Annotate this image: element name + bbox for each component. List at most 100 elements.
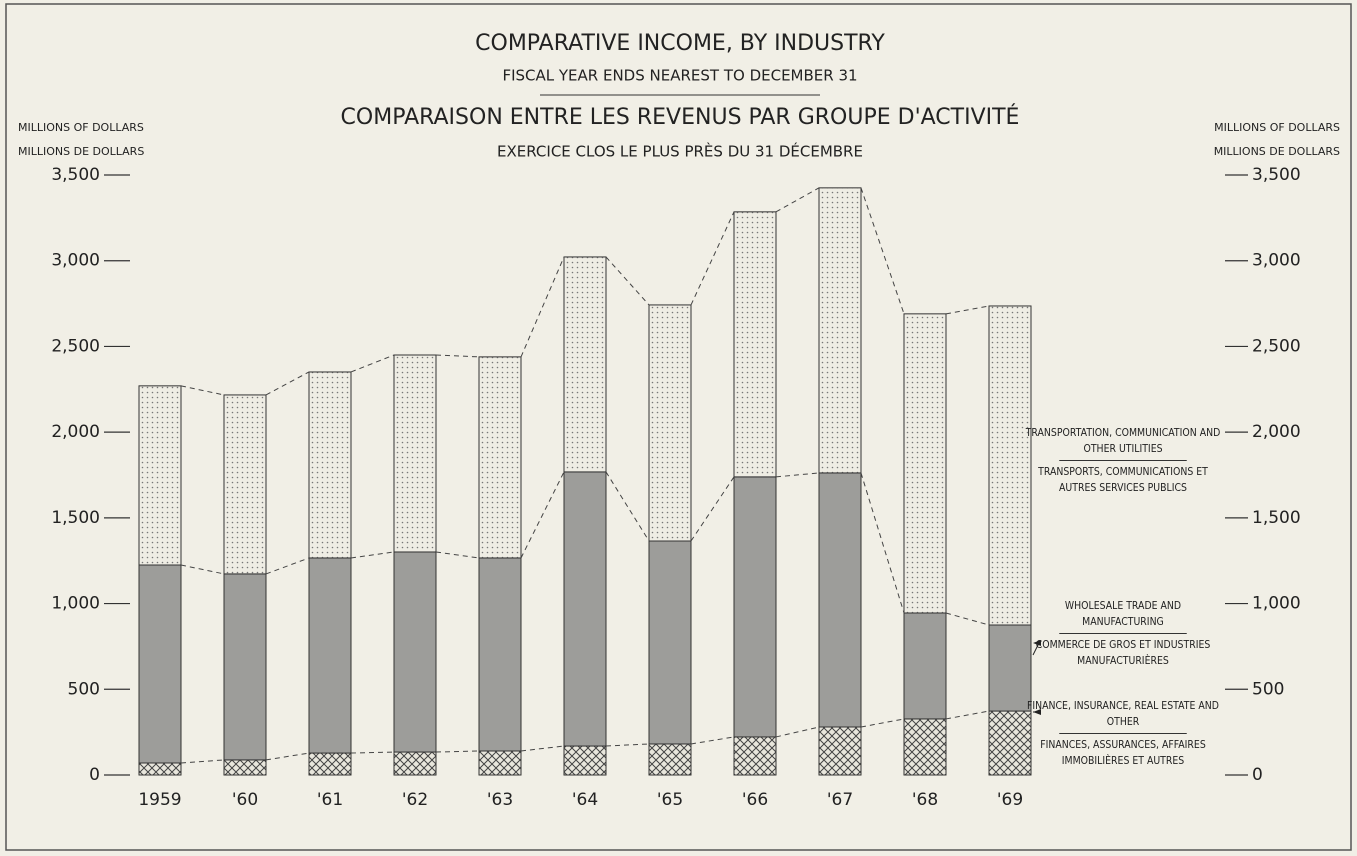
chart-subtitle: FISCAL YEAR ENDS NEAREST TO DECEMBER 31 [502,67,857,85]
legend-label: TRANSPORTATION, COMMUNICATION AND OTHER … [1025,426,1221,455]
y2-tick-label: 0 [1252,765,1263,785]
bar-segment [478,750,522,776]
y-tick-label: 2,000 [51,422,100,442]
frame [5,3,1352,851]
y2-tick-label: 1,500 [1252,508,1301,528]
chart-subtitle-fr: EXERCICE CLOS LE PLUS PRÈS DU 31 DÉCEMBR… [497,142,863,161]
bar-segment [138,385,182,566]
bar-segment [223,573,267,761]
x-tick-label: '69 [997,790,1023,810]
connector [690,211,735,306]
y2-tick-label: 2,500 [1252,336,1301,356]
legend-entry: FINANCE, INSURANCE, REAL ESTATE AND OTHE… [1025,698,1221,769]
bar-segment [563,745,607,776]
connector [180,564,225,575]
connector [860,718,905,728]
connector [775,472,820,478]
y2-tick-label: 3,000 [1252,251,1301,271]
x-tick-label: '63 [487,790,513,810]
connector [520,256,565,358]
x-tick-label: '66 [742,790,768,810]
x-tick-label: '60 [232,790,258,810]
connector [435,354,480,358]
bar-segment [223,394,267,575]
bar-segment [818,726,862,776]
bar-segment [563,256,607,473]
bar-segment [563,471,607,747]
x-tick-label: '64 [572,790,598,810]
bar-segment [818,472,862,728]
connector [945,305,990,315]
bar-segment [903,718,947,776]
bar-segment [393,354,437,553]
connector [775,187,820,213]
connector [690,736,735,745]
connector [775,726,820,738]
connector [265,557,310,575]
connector [435,551,480,559]
bar-segment [903,313,947,614]
connector [860,187,905,315]
legend-label: WHOLESALE TRADE AND MANUFACTURING [1064,599,1182,628]
bar-segment [648,743,692,776]
connector [350,354,395,373]
legend-arrowhead [1033,709,1041,715]
y-tick-label: 0 [89,765,100,785]
connector [605,471,650,542]
legend-entry: WHOLESALE TRADE AND MANUFACTURING COMMERC… [1025,598,1221,669]
legend-label-fr: COMMERCE DE GROS ET INDUSTRIES MANUFACTU… [1035,638,1211,667]
bar-segment [138,762,182,776]
connector [520,745,565,752]
bar-segment [308,371,352,559]
bar-segment [648,304,692,542]
y-tick-label: 1,000 [51,594,100,614]
y-tick-label: 1,500 [51,508,100,528]
bar-segment [988,624,1032,712]
y-axis-label: MILLIONS DE DOLLARS [18,145,144,158]
y-tick-label: 500 [68,679,100,699]
connector [350,551,395,559]
bar-segment [138,564,182,764]
connector [945,710,990,720]
bar-segment [733,736,777,776]
connector [265,371,310,396]
x-tick-label: 1959 [138,790,181,810]
legend-rule [1059,460,1187,461]
legend-entry: TRANSPORTATION, COMMUNICATION AND OTHER … [1025,425,1221,496]
connector [180,385,225,396]
bar-segment [393,751,437,776]
y-tick-label: 3,000 [51,251,100,271]
y2-axis-label: MILLIONS DE DOLLARS [1214,145,1340,158]
connector [180,759,225,764]
bar-segment [733,476,777,738]
bar-segment [903,612,947,720]
y2-tick-label: 3,500 [1252,165,1301,185]
legend-arrow [1032,642,1040,656]
x-tick-label: '61 [317,790,343,810]
bar-segment [818,187,862,474]
connector [860,472,905,614]
connector [605,256,650,306]
x-tick-label: '67 [827,790,853,810]
bar-segment [308,557,352,754]
connector [520,471,565,559]
bar-segment [988,305,1032,626]
bar-segment [733,211,777,478]
connector [350,751,395,754]
y2-tick-label: 2,000 [1252,422,1301,442]
legend-label: FINANCE, INSURANCE, REAL ESTATE AND OTHE… [1027,699,1219,728]
bar-segment [223,759,267,776]
chart-title: COMPARATIVE INCOME, BY INDUSTRY [475,31,885,56]
legend-rule [1059,733,1187,734]
y-axis-label: MILLIONS OF DOLLARS [18,121,144,134]
bar-segment [478,557,522,752]
y-tick-label: 3,500 [51,165,100,185]
connector [265,752,310,761]
y2-tick-label: 500 [1252,679,1284,699]
legend-label-fr: TRANSPORTS, COMMUNICATIONS ET AUTRES SER… [1038,465,1208,494]
connector [605,743,650,747]
connector [945,612,990,626]
x-tick-label: '68 [912,790,938,810]
